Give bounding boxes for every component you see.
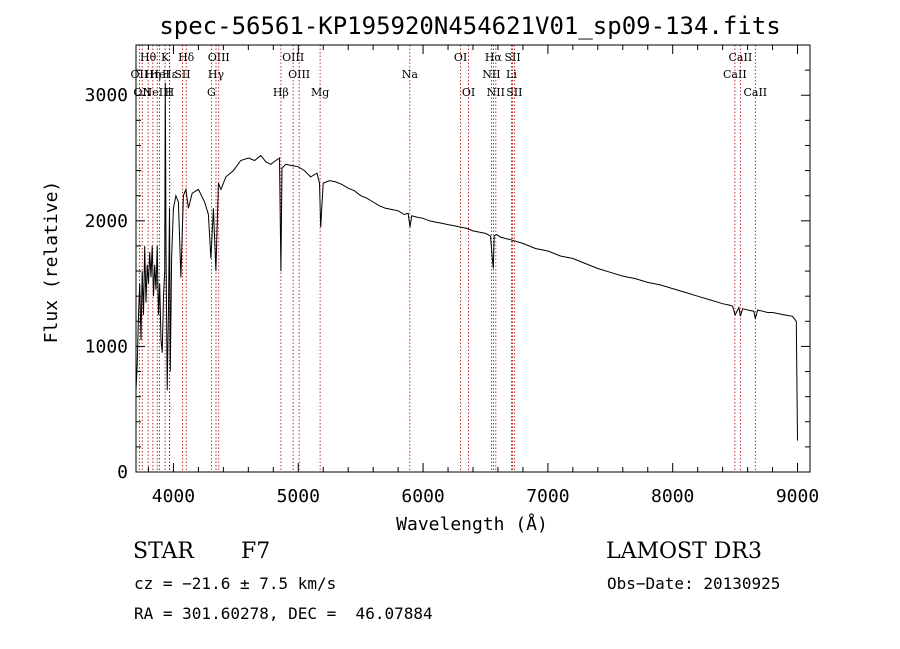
line-label-3968: H [165, 86, 175, 99]
y-axis-label: Flux (relative) [41, 181, 62, 344]
coordinates: RA = 301.60278, DEC = 46.07884 [134, 604, 433, 623]
line-label-3835: Hη [145, 68, 161, 81]
line-label-3870: NeIII [143, 86, 172, 99]
line-label-3797: Hθ [140, 51, 157, 64]
x-tick-label-7000: 7000 [526, 486, 569, 507]
x-axis: 4000 5000 6000 7000 8000 9000 [147, 45, 819, 507]
redshift-cz: cz = −21.6 ± 7.5 km/s [134, 574, 337, 593]
line-label-5007: OIII [288, 68, 310, 81]
line-label-5175: Mg [311, 86, 329, 99]
observation-date: Obs−Date: 20130925 [607, 574, 781, 593]
line-label-6708: Li [506, 68, 517, 81]
spectral-line-markers [138, 45, 756, 472]
line-label-3970: Hε [162, 68, 178, 81]
line-label-4072: SII [174, 68, 190, 81]
line-label-6300: OI [454, 51, 467, 64]
line-label-6364: OI [462, 86, 475, 99]
line-label-3750: OII [133, 86, 151, 99]
x-axis-label: Wavelength (Å) [396, 513, 548, 535]
line-label-4861: Hβ [273, 86, 289, 99]
line-label-6731: SII [506, 86, 522, 99]
x-tick-label-8000: 8000 [651, 486, 694, 507]
plot-frame [135, 44, 811, 473]
y-tick-label-0: 0 [117, 462, 128, 483]
line-label-4341: Hγ [208, 68, 225, 81]
line-label-3727: OII [131, 68, 149, 81]
line-label-3933: K [161, 51, 170, 64]
spectral-line-labels: OIIOIIHθHηNeIIIHeIKHHεSIIHδGHγOIIIHβOIII… [131, 51, 768, 99]
line-label-4102: Hδ [178, 51, 195, 64]
y-axis: 0 1000 2000 3000 [85, 44, 810, 483]
line-label-6717: SII [504, 51, 520, 64]
line-label-4363: OIII [208, 51, 230, 64]
x-tick-label-5000: 5000 [277, 486, 320, 507]
object-class: STAR [133, 539, 194, 564]
line-label-8662: CaII [743, 86, 767, 99]
x-tick-label-4000: 4000 [152, 486, 195, 507]
line-label-6548: NII [482, 68, 500, 81]
chart-title: spec-56561-KP195920N454621V01_sp09-134.f… [159, 12, 780, 40]
line-label-8542: CaII [729, 51, 753, 64]
line-label-4304: G [207, 86, 216, 99]
line-label-3889: HeI [149, 68, 169, 81]
y-tick-label-3000: 3000 [85, 85, 128, 106]
line-label-5894: Na [402, 68, 419, 81]
object-subclass: F7 [241, 539, 271, 564]
line-label-6563: Hα [485, 51, 503, 64]
y-tick-label-2000: 2000 [85, 211, 128, 232]
y-tick-label-1000: 1000 [85, 336, 128, 357]
survey-name: LAMOST DR3 [606, 539, 762, 564]
x-tick-label-9000: 9000 [776, 486, 819, 507]
line-label-6583: NII [487, 86, 505, 99]
line-label-4959: OIII [282, 51, 304, 64]
spectrum-line [135, 82, 798, 441]
x-tick-label-6000: 6000 [401, 486, 444, 507]
line-label-8498: CaII [723, 68, 747, 81]
